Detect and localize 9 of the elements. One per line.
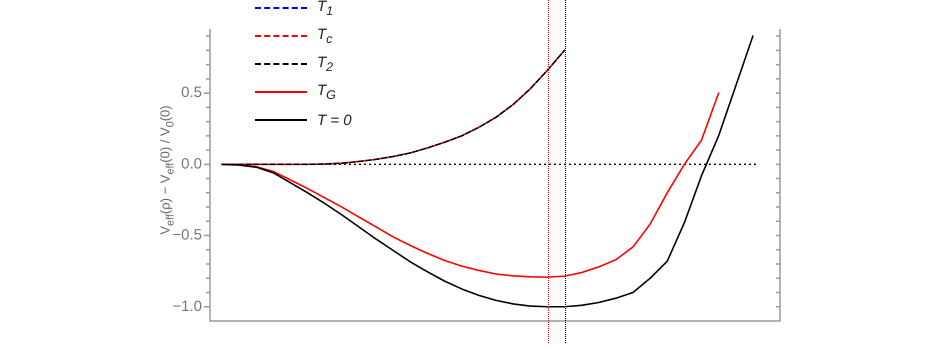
legend-label: T = 0: [317, 112, 352, 128]
y-tick-label: −1.0: [172, 298, 202, 315]
y-tick-label: 0.5: [181, 84, 202, 102]
y-tick-label: −0.5: [172, 226, 202, 244]
legend-label: T$_{c}$: [317, 26, 332, 46]
legend-label: T$_{1}$: [317, 0, 334, 18]
legend-label: T$_{2}$: [317, 54, 334, 74]
y-tick-label: 0.0: [181, 155, 202, 172]
legend-label: T$_{G}$: [317, 82, 336, 102]
